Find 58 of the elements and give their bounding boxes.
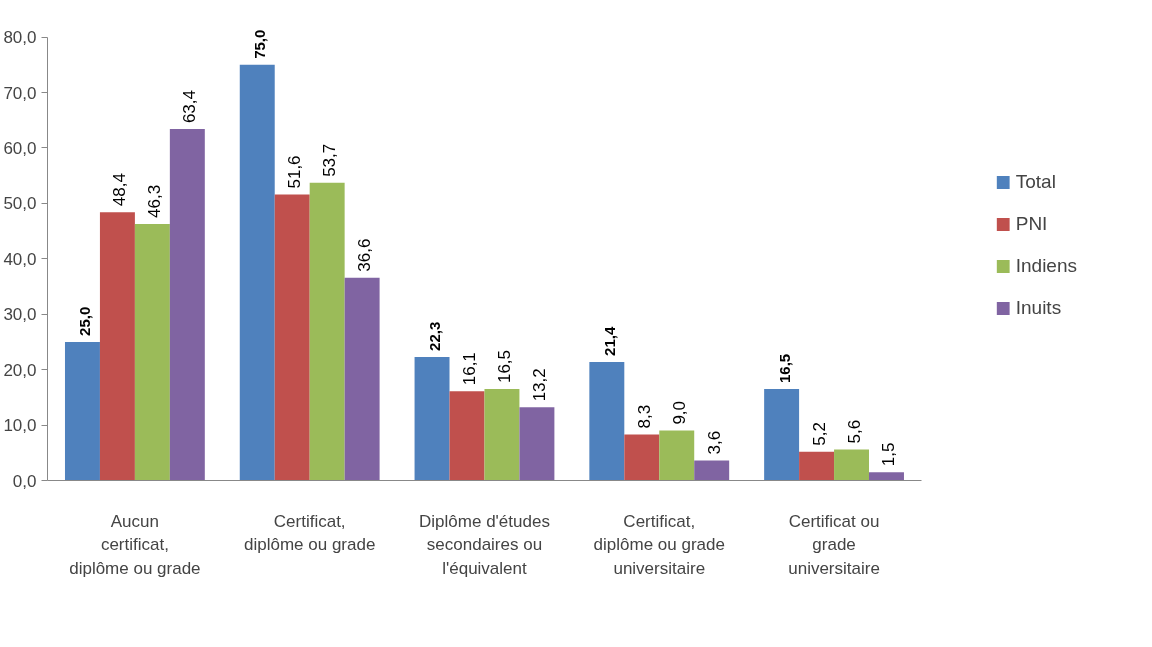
data-label: 51,6 xyxy=(285,155,305,189)
data-label: 22,3 xyxy=(426,321,444,351)
data-label: 21,4 xyxy=(600,326,618,356)
y-tick-label: 70,0 xyxy=(3,83,37,103)
data-label: 16,1 xyxy=(460,352,479,386)
x-tick-label: Certificat, diplôme ou grade xyxy=(244,511,376,555)
data-label: 8,3 xyxy=(634,404,654,429)
legend-label: Indiens xyxy=(1015,255,1077,277)
data-label: 1,5 xyxy=(879,442,899,467)
data-label: 5,6 xyxy=(844,419,864,444)
data-label: 48,4 xyxy=(110,173,130,207)
x-tick-label: Aucun certificat, diplôme ou grade xyxy=(69,511,201,578)
bar xyxy=(589,361,625,481)
bar xyxy=(239,64,275,481)
x-tick-label: Certificat ou grade universitaire xyxy=(788,511,880,578)
data-label: 25,0 xyxy=(76,306,94,336)
data-label: 63,4 xyxy=(180,90,200,124)
data-label: 16,5 xyxy=(494,349,514,384)
bar xyxy=(764,389,800,481)
bar xyxy=(624,434,660,481)
legend-label: Inuits xyxy=(1015,297,1062,319)
bar xyxy=(344,277,380,481)
data-label: 36,6 xyxy=(355,238,375,272)
legend-label: PNI xyxy=(1015,213,1048,235)
bar xyxy=(64,341,100,481)
bar xyxy=(414,356,450,481)
bar xyxy=(134,223,170,481)
legend-label: Total xyxy=(1015,171,1056,193)
bar xyxy=(449,391,485,481)
y-tick-label: 60,0 xyxy=(3,138,37,158)
bar xyxy=(99,212,135,481)
data-label: 13,2 xyxy=(529,368,549,402)
x-tick-label: Diplôme d'études secondaires ou l'équivalent xyxy=(419,511,550,578)
bar xyxy=(169,129,205,481)
data-label: 9,0 xyxy=(669,400,689,425)
bar xyxy=(799,451,835,481)
data-label: 53,7 xyxy=(320,143,340,177)
bar xyxy=(834,449,870,481)
y-tick-label: 50,0 xyxy=(3,194,37,214)
bar xyxy=(274,194,310,481)
data-label: 46,3 xyxy=(145,184,165,218)
data-label: 16,5 xyxy=(775,353,793,384)
y-tick-label: 10,0 xyxy=(3,416,37,436)
bar xyxy=(869,472,904,481)
y-tick-label: 40,0 xyxy=(3,249,37,269)
y-tick-label: 80,0 xyxy=(3,28,37,48)
data-label: 3,6 xyxy=(704,430,724,455)
data-label: 75,0 xyxy=(251,29,269,59)
bar xyxy=(309,182,345,481)
bar xyxy=(484,389,520,481)
y-tick-label: 30,0 xyxy=(3,305,37,325)
x-tick-label: Certificat, diplôme ou grade universitaire xyxy=(593,511,725,578)
bar xyxy=(519,407,555,481)
data-label: 5,2 xyxy=(809,422,829,446)
y-tick-label: 0,0 xyxy=(12,471,37,491)
bar xyxy=(694,460,730,481)
bar xyxy=(659,430,695,481)
y-tick-label: 20,0 xyxy=(3,360,37,380)
